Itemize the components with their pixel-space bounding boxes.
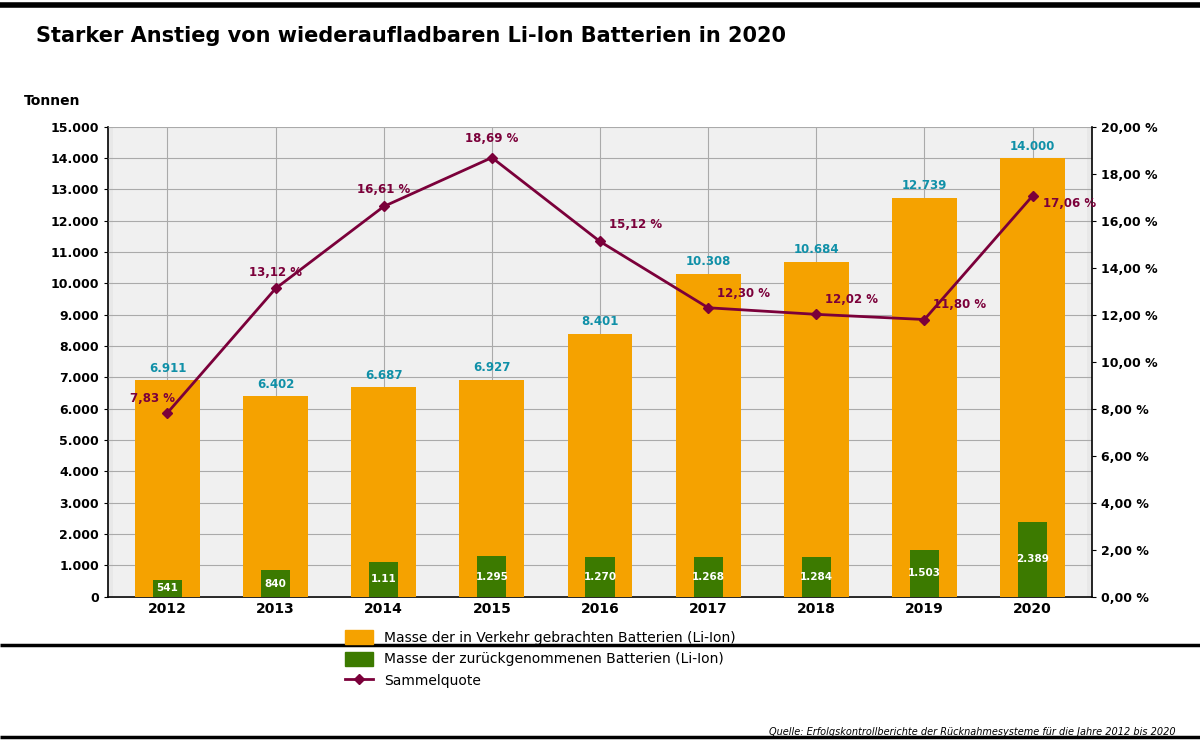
Text: 12,02 %: 12,02 % [824,293,878,306]
Bar [568,333,632,597]
Text: 1.268: 1.268 [691,572,725,582]
Legend: Masse der in Verkehr gebrachten Batterien (Li-Ion), Masse der zurückgenommenen B: Masse der in Verkehr gebrachten Batterie… [340,624,740,694]
Text: Tonnen: Tonnen [24,94,80,108]
Bar [114,127,222,597]
Bar [910,550,938,597]
Text: 6.402: 6.402 [257,377,294,391]
Text: Starker Anstieg von wiederaufladbaren Li-Ion Batterien in 2020: Starker Anstieg von wiederaufladbaren Li… [36,26,786,46]
Text: 8.401: 8.401 [581,315,619,328]
Bar [262,571,290,597]
Text: 11,80 %: 11,80 % [934,298,986,311]
Text: 2.389: 2.389 [1016,554,1049,565]
Text: 17,06 %: 17,06 % [1043,197,1097,210]
Bar [676,274,740,597]
Bar [370,562,398,597]
Bar [330,127,438,597]
Bar [546,127,654,597]
Text: 6.911: 6.911 [149,362,186,374]
Text: 10.684: 10.684 [793,243,839,257]
Bar [654,127,762,597]
Text: 14.000: 14.000 [1010,140,1055,152]
Text: Quelle: Erfolgskontrollberichte der Rücknahmesysteme für die Jahre 2012 bis 2020: Quelle: Erfolgskontrollberichte der Rück… [769,727,1176,737]
Text: 6.687: 6.687 [365,369,402,382]
Text: 840: 840 [265,579,287,589]
Bar [586,557,614,597]
Bar [136,380,200,597]
Text: 16,61 %: 16,61 % [356,183,410,196]
Bar [438,127,546,597]
Bar [802,557,830,597]
Bar [460,380,524,597]
Bar [1018,522,1048,597]
Text: 7,83 %: 7,83 % [130,392,175,404]
Text: 6.927: 6.927 [473,361,510,374]
Bar [222,127,330,597]
Text: 1.295: 1.295 [475,571,509,582]
Bar [694,557,722,597]
Text: 12.739: 12.739 [901,179,947,192]
Bar [784,262,848,597]
Text: 15,12 %: 15,12 % [608,218,661,231]
Bar [978,127,1086,597]
Text: 12,30 %: 12,30 % [716,286,769,300]
Text: 18,69 %: 18,69 % [464,132,518,145]
Bar [870,127,978,597]
Bar [478,557,506,597]
Bar [352,387,416,597]
Bar [1000,158,1064,597]
Bar [152,580,182,597]
Text: 1.284: 1.284 [799,571,833,582]
Text: 1.503: 1.503 [908,568,941,578]
Text: 541: 541 [156,583,179,593]
Text: 1.11: 1.11 [371,574,397,584]
Text: 1.270: 1.270 [583,572,617,582]
Text: 13,12 %: 13,12 % [248,266,301,279]
Bar [762,127,870,597]
Bar [892,198,956,597]
Bar [244,396,308,597]
Text: 10.308: 10.308 [685,255,731,269]
